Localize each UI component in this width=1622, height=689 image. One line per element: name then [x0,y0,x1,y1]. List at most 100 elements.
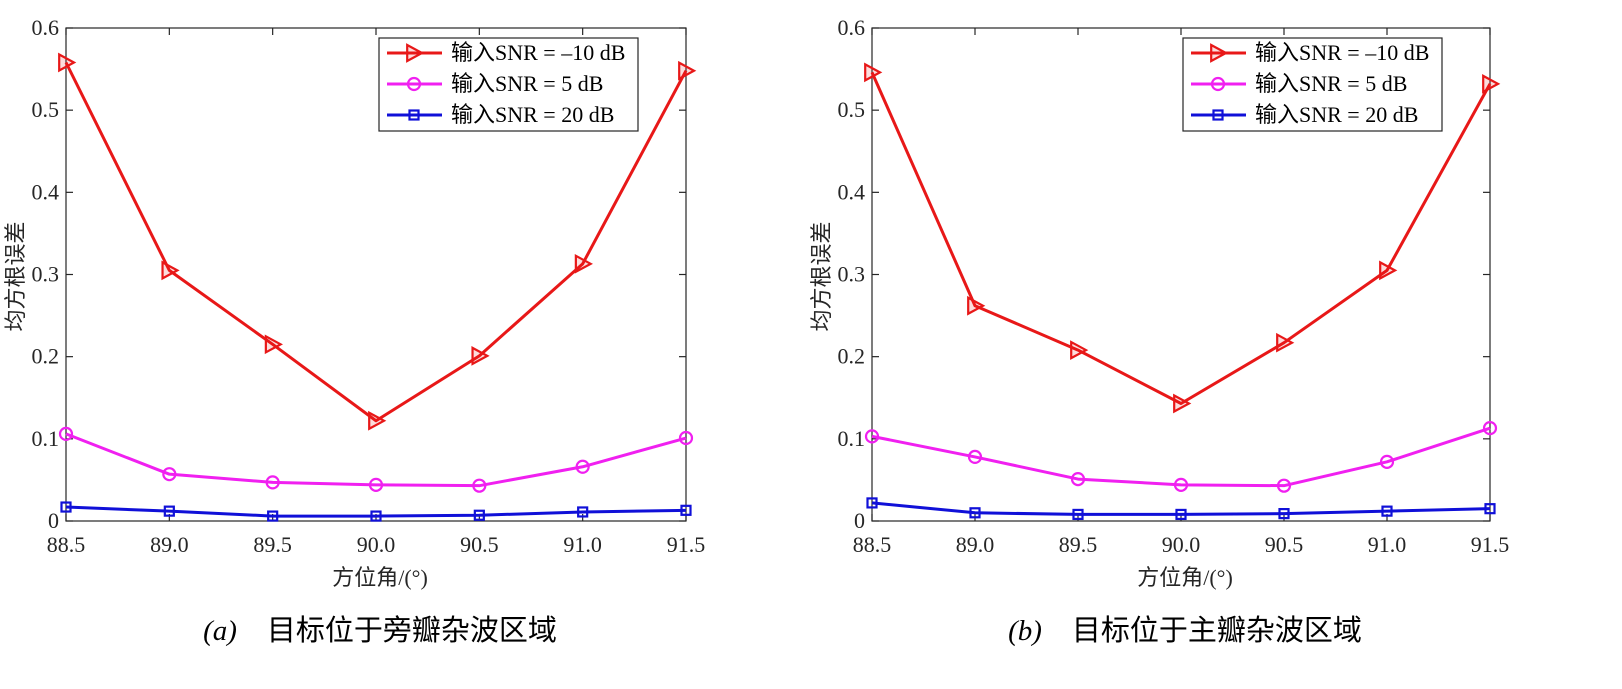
series-line-snr-5db [871,426,1491,488]
data-point-snr-minus-10db [471,345,490,366]
data-point-snr-20db [577,506,589,518]
x-tick-label: 90.5 [460,532,499,557]
data-point-snr-20db [370,510,382,522]
data-point-snr-5db [575,459,590,474]
y-tick-label: 0.1 [838,426,866,451]
data-point-snr-20db [866,497,878,509]
data-point-snr-20db [163,505,175,517]
x-tick-label: 91.5 [1471,532,1510,557]
data-point-snr-minus-10db [678,60,697,81]
data-point-snr-minus-10db [967,295,986,316]
legend-entry-snr-minus-10db: 输入SNR = –10 dB [387,40,625,65]
y-tick-label: 0.2 [32,344,60,369]
x-tick-label: 89.0 [150,532,189,557]
data-point-snr-5db [967,449,983,465]
data-point-snr-5db [678,430,694,446]
legend: 输入SNR = –10 dB 输入SNR = 5 dB 输入SNR = 20 dB [378,37,639,132]
data-point-snr-minus-10db [264,334,283,355]
y-tick-label: 0.2 [838,344,866,369]
x-tick-label: 88.5 [47,532,86,557]
data-point-snr-20db [1175,508,1187,521]
data-point-snr-minus-10db [1070,340,1089,360]
series-line-snr-minus-10db [870,71,1492,406]
y-axis-label: 均方根误差 [809,221,834,331]
series-markers-snr-minus-10db [864,62,1501,414]
data-point-snr-minus-10db [864,62,883,83]
caption-text: 目标位于主瓣杂波区域 [1072,614,1362,647]
x-tick-label: 91.0 [1368,532,1407,557]
data-point-snr-20db [473,509,485,521]
caption-text: 目标位于旁瓣杂波区域 [267,614,557,647]
legend-label: 输入SNR = 5 dB [451,71,603,96]
x-tick-label: 88.5 [853,532,892,557]
data-point-snr-5db [864,429,880,444]
series-markers-snr-20db [60,501,692,522]
series-markers-snr-5db [58,426,694,493]
y-tick-label: 0.4 [32,179,60,204]
y-tick-label: 0.1 [32,426,60,451]
data-point-snr-20db [60,501,72,513]
legend-entry-snr-5db: 输入SNR = 5 dB [1191,71,1407,96]
legend-entry-snr-20db: 输入SNR = 20 dB [387,102,614,127]
data-point-snr-20db [1381,505,1393,517]
data-point-snr-minus-10db [1379,260,1398,281]
y-tick-label: 0.5 [32,97,60,122]
figure-caption: (a) 目标位于旁瓣杂波区域 [203,614,557,647]
data-point-snr-minus-10db [161,260,180,281]
series-markers-snr-5db [864,421,1498,493]
legend-label: 输入SNR = 20 dB [451,102,614,127]
data-point-snr-minus-10db [574,253,593,274]
data-point-snr-5db [1276,478,1292,493]
x-tick-label: 90.0 [357,532,396,557]
legend-label: 输入SNR = 20 dB [1255,102,1418,127]
y-tick-label: 0.3 [32,262,60,287]
data-point-snr-5db [368,477,384,492]
legend-marker [408,109,420,121]
legend-label: 输入SNR = 5 dB [1255,71,1407,96]
data-point-snr-5db [1173,477,1189,492]
legend-entry-snr-20db: 输入SNR = 20 dB [1191,102,1418,127]
series-line-snr-5db [65,432,687,488]
data-point-snr-5db [1482,421,1498,436]
data-point-snr-minus-10db [1482,74,1501,94]
figure-caption: (b) 目标位于主瓣杂波区域 [1008,614,1362,647]
legend-marker [1210,43,1229,63]
data-point-snr-20db [680,504,692,516]
y-axis-label: 均方根误差 [3,221,28,331]
data-point-snr-20db [1072,508,1084,521]
chart-panel-b: 0 0.1 0.2 0.3 0.4 0.5 0.6 88.5 89.0 89.5 90.0 90.5 9… [809,15,1509,647]
data-point-snr-20db [267,510,279,522]
caption-label: (a) [203,615,237,647]
x-tick-label: 91.0 [563,532,602,557]
y-tick-label: 0 [48,508,59,533]
legend-label: 输入SNR = –10 dB [451,40,625,65]
y-tick-label: 0.3 [838,262,866,287]
data-point-snr-5db [58,426,74,442]
data-point-snr-minus-10db [368,410,387,431]
data-point-snr-20db [1278,508,1290,520]
data-point-snr-5db [1070,471,1086,487]
data-point-snr-5db [265,475,280,490]
legend-marker [1212,109,1224,121]
legend: 输入SNR = –10 dB 输入SNR = 5 dB 输入SNR = 20 dB [1182,37,1443,132]
x-tick-label: 90.0 [1162,532,1201,557]
x-tick-label: 89.0 [956,532,995,557]
data-point-snr-minus-10db [58,52,77,73]
data-point-snr-minus-10db [1276,332,1295,353]
x-axis-label: 方位角/(°) [332,565,428,590]
series-line-snr-20db [871,501,1491,516]
data-point-snr-5db [162,467,177,482]
data-point-snr-20db [969,507,981,519]
caption-label: (b) [1008,615,1042,647]
chart-panel-a: 0 0.1 0.2 0.3 0.4 0.5 0.6 88.5 89.0 89.5 90.0 90.5 9… [3,15,705,647]
y-tick-label: 0.5 [838,97,866,122]
data-point-snr-5db [1379,454,1395,469]
series-markers-snr-20db [866,497,1496,521]
series-markers-snr-minus-10db [58,52,697,431]
data-point-snr-20db [1484,503,1496,515]
legend-marker [406,43,425,63]
x-tick-label: 89.5 [253,532,292,557]
x-tick-label: 90.5 [1265,532,1304,557]
legend-marker [406,76,422,92]
